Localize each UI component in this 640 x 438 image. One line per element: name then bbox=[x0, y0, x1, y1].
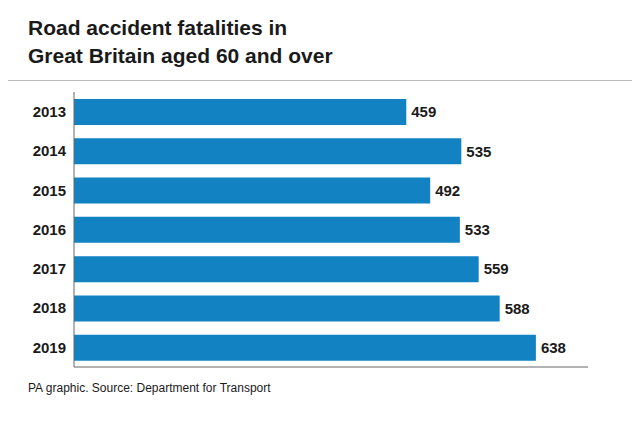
svg-text:2014: 2014 bbox=[33, 142, 67, 159]
html-text:Road accident fatalities in: Road accident fatalities in bbox=[28, 16, 288, 39]
svg-text:2013: 2013 bbox=[33, 103, 66, 120]
svg-text:535: 535 bbox=[466, 143, 491, 160]
html-text:PA graphic. Source: Department: PA graphic. Source: Department for Trans… bbox=[28, 381, 271, 395]
svg-text:2015: 2015 bbox=[33, 182, 66, 199]
svg-text:2019: 2019 bbox=[33, 339, 66, 356]
svg-text:2016: 2016 bbox=[33, 221, 66, 238]
svg-text:638: 638 bbox=[541, 339, 566, 356]
svg-text:459: 459 bbox=[411, 103, 436, 120]
svg-text:2018: 2018 bbox=[33, 299, 66, 316]
svg-text:559: 559 bbox=[484, 260, 509, 277]
html-text:Great Britain aged 60 and over: Great Britain aged 60 and over bbox=[28, 44, 333, 67]
svg-text:588: 588 bbox=[505, 300, 530, 317]
svg-text:2017: 2017 bbox=[33, 260, 66, 277]
svg-text:492: 492 bbox=[435, 182, 460, 199]
svg-text:533: 533 bbox=[465, 221, 490, 238]
